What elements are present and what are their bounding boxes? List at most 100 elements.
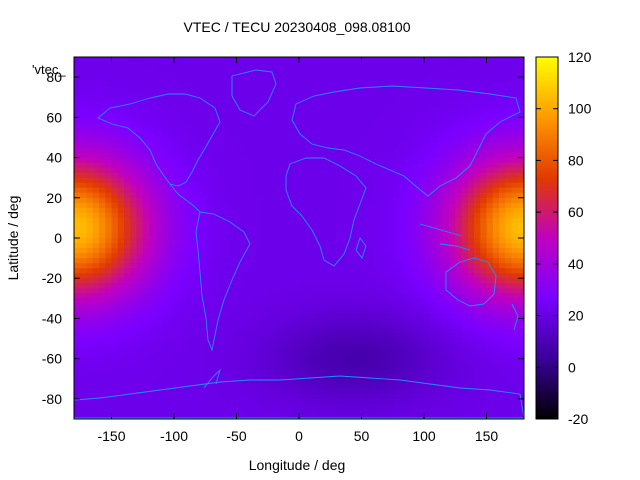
heatmap-cell: [174, 192, 181, 199]
heatmap-cell: [442, 268, 450, 274]
heatmap-cell: [267, 288, 275, 294]
heatmap-cell: [317, 152, 325, 159]
heatmap-cell: [74, 177, 81, 184]
heatmap-cell: [130, 263, 138, 269]
heatmap-cell: [324, 383, 331, 390]
heatmap-cell: [324, 328, 331, 335]
heatmap-cell: [517, 263, 524, 269]
heatmap-cell: [349, 293, 356, 299]
heatmap-cell: [149, 258, 156, 264]
heatmap-cell: [455, 398, 463, 405]
heatmap-cell: [186, 268, 194, 274]
heatmap-cell: [236, 253, 244, 259]
heatmap-cell: [467, 182, 475, 189]
heatmap-cell: [480, 82, 488, 88]
heatmap-cell: [430, 142, 438, 149]
heatmap-cell: [436, 102, 444, 108]
heatmap-cell: [224, 157, 231, 164]
heatmap-cell: [242, 187, 250, 194]
heatmap-cell: [161, 278, 169, 284]
heatmap-cell: [367, 202, 375, 209]
heatmap-cell: [467, 273, 475, 279]
heatmap-cell: [174, 403, 181, 410]
heatmap-cell: [436, 333, 444, 340]
heatmap-cell: [361, 102, 369, 108]
heatmap-cell: [230, 358, 238, 365]
heatmap-cell: [480, 142, 488, 149]
heatmap-cell: [80, 72, 88, 78]
heatmap-cell: [174, 87, 181, 93]
heatmap-cell: [255, 217, 263, 224]
heatmap-cell: [236, 278, 244, 284]
heatmap-cell: [386, 348, 394, 355]
heatmap-cell: [186, 283, 194, 289]
heatmap-cell: [249, 388, 256, 395]
heatmap-cell: [230, 177, 238, 184]
heatmap-cell: [511, 72, 519, 78]
heatmap-cell: [330, 258, 338, 264]
heatmap-cell: [236, 127, 244, 134]
heatmap-cell: [274, 182, 281, 189]
heatmap-cell: [392, 67, 400, 73]
heatmap-cell: [174, 142, 181, 149]
heatmap-cell: [255, 328, 263, 335]
heatmap-cell: [174, 353, 181, 360]
heatmap-cell: [267, 283, 275, 289]
heatmap-cell: [292, 182, 300, 189]
heatmap-cell: [261, 338, 269, 345]
heatmap-cell: [161, 192, 169, 199]
heatmap-cell: [149, 132, 156, 139]
heatmap-cell: [74, 142, 81, 149]
heatmap-cell: [161, 368, 169, 375]
heatmap-cell: [311, 333, 319, 340]
heatmap-cell: [130, 318, 138, 325]
heatmap-cell: [249, 398, 256, 405]
heatmap-cell: [392, 323, 400, 330]
heatmap-cell: [74, 293, 81, 299]
heatmap-cell: [130, 117, 138, 123]
heatmap-cell: [386, 132, 394, 139]
heatmap-cell: [174, 388, 181, 395]
heatmap-cell: [217, 167, 225, 174]
heatmap-cell: [430, 177, 438, 184]
heatmap-cell: [230, 122, 238, 128]
heatmap-cell: [517, 313, 524, 320]
heatmap-cell: [417, 227, 425, 234]
heatmap-cell: [399, 157, 406, 164]
heatmap-cell: [386, 328, 394, 335]
heatmap-cell: [274, 308, 281, 315]
heatmap-cell: [142, 97, 150, 103]
heatmap-cell: [424, 328, 431, 335]
heatmap-cell: [124, 338, 131, 345]
heatmap-cell: [249, 243, 256, 249]
heatmap-cell: [174, 328, 181, 335]
heatmap-cell: [361, 172, 369, 179]
heatmap-cell: [367, 278, 375, 284]
heatmap-cell: [99, 368, 106, 375]
heatmap-cell: [517, 197, 524, 204]
heatmap-cell: [430, 72, 438, 78]
heatmap-cell: [511, 152, 519, 159]
heatmap-cell: [405, 57, 413, 63]
heatmap-cell: [149, 127, 156, 134]
heatmap-cell: [349, 368, 356, 375]
heatmap-cell: [486, 238, 494, 244]
heatmap-cell: [336, 238, 344, 244]
heatmap-cell: [205, 72, 213, 78]
heatmap-cell: [374, 358, 381, 365]
heatmap-cell: [230, 363, 238, 370]
heatmap-cell: [217, 288, 225, 294]
heatmap-cell: [286, 293, 294, 299]
heatmap-cell: [305, 162, 313, 169]
heatmap-cell: [499, 72, 506, 78]
heatmap-cell: [367, 152, 375, 159]
heatmap-cell: [336, 338, 344, 345]
heatmap-cell: [374, 323, 381, 330]
heatmap-cell: [486, 67, 494, 73]
heatmap-cell: [505, 202, 513, 209]
heatmap-cell: [174, 162, 181, 169]
heatmap-cell: [124, 152, 131, 159]
heatmap-cell: [299, 222, 306, 229]
heatmap-cell: [249, 393, 256, 400]
heatmap-cell: [80, 167, 88, 174]
